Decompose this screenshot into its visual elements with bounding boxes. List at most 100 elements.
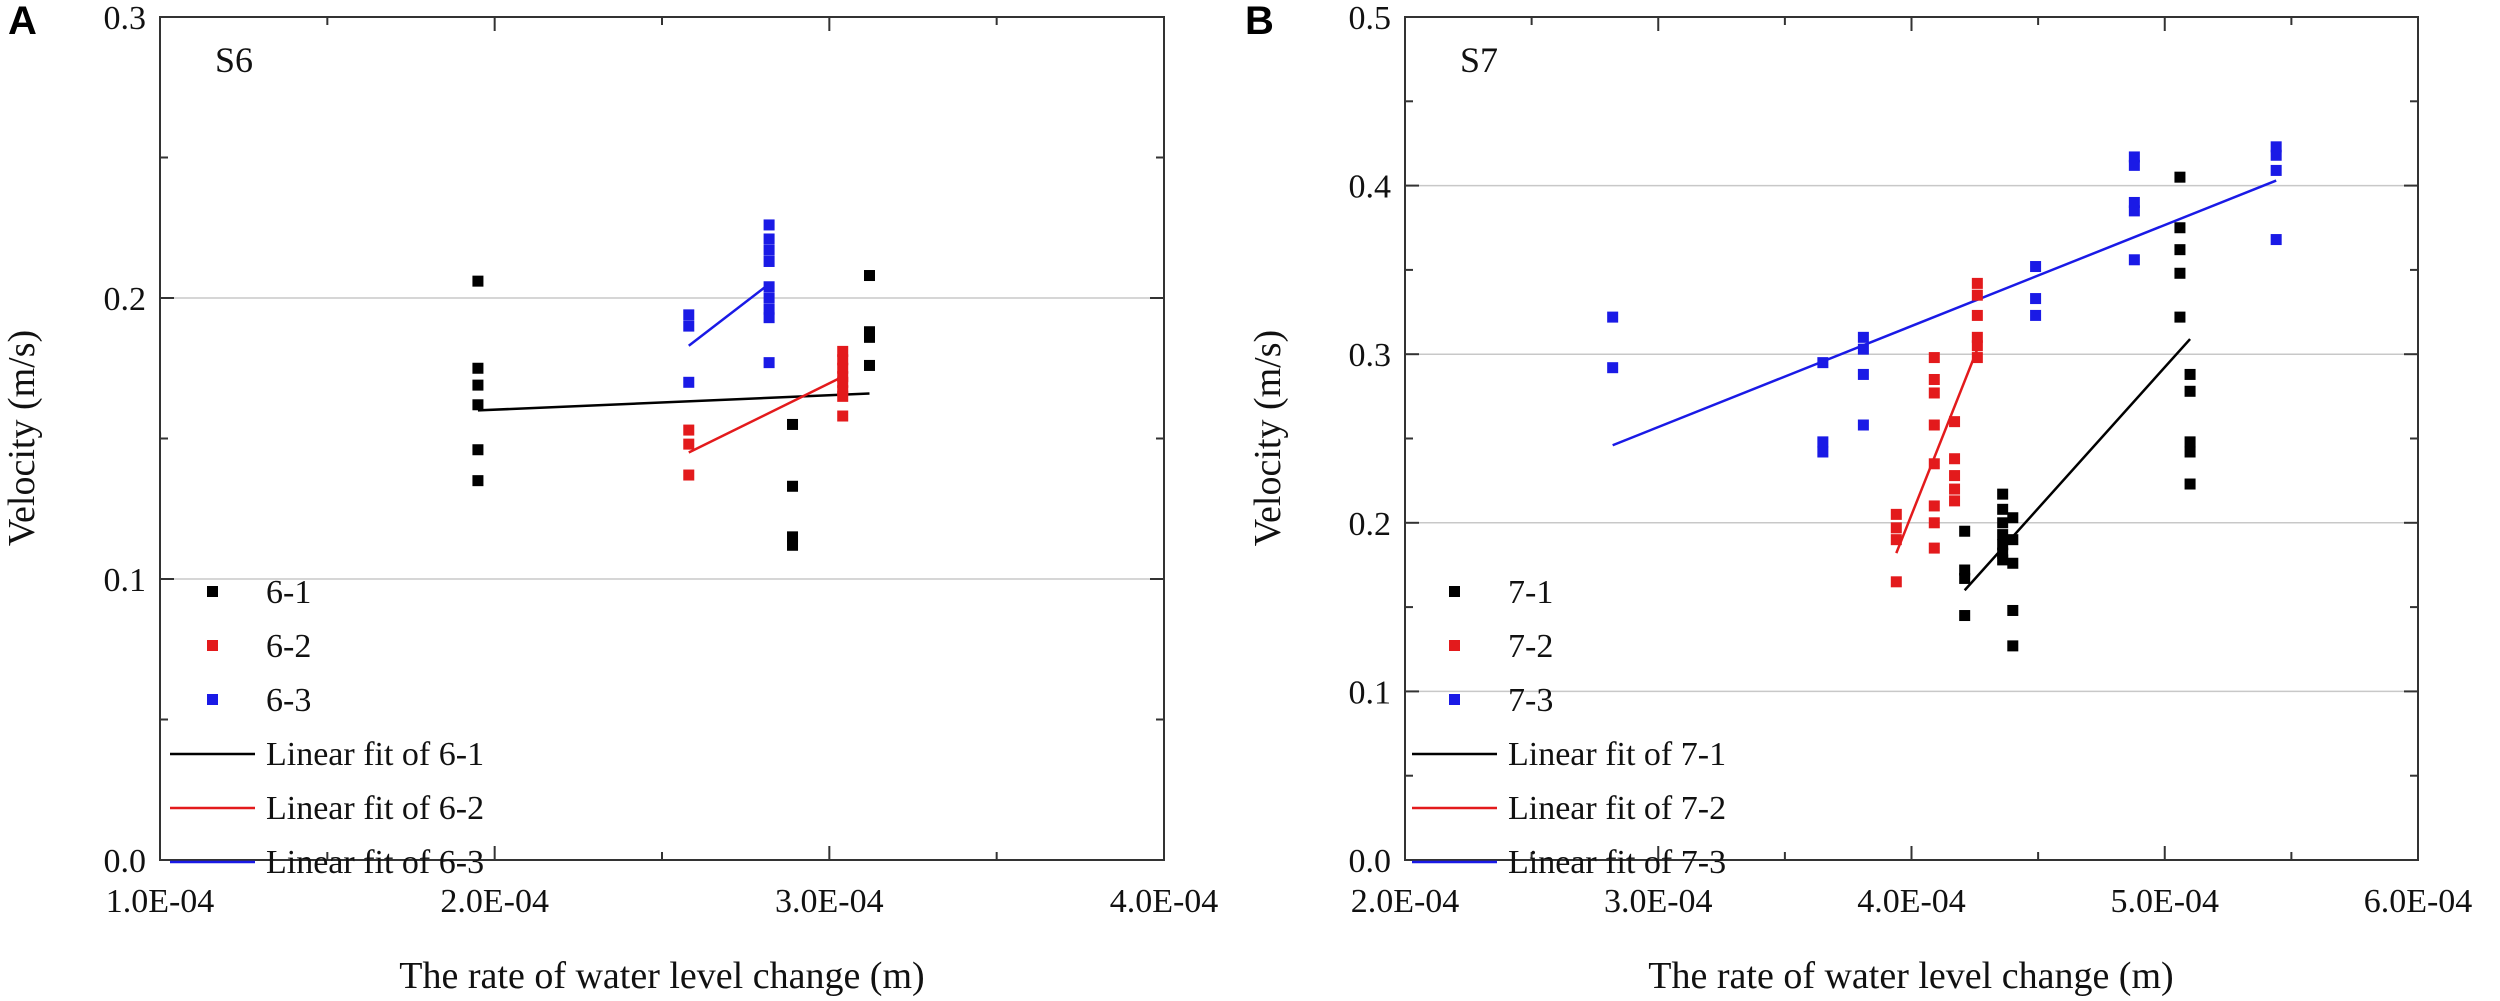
data-point-7-1 <box>1997 539 2009 551</box>
data-point-7-2 <box>1971 340 1983 352</box>
data-point-6-2 <box>837 385 849 397</box>
data-point-6-3 <box>763 292 775 304</box>
y-axis-label-a: Velocity (m/s) <box>1 330 43 546</box>
data-point-6-2 <box>683 424 695 436</box>
data-point-6-3 <box>763 357 775 369</box>
data-point-6-1 <box>472 379 484 391</box>
ticks-a: 1.0E-04 2.0E-04 3.0E-04 4.0E-04 0.0 0.1 0.2 0.3 <box>104 0 1219 920</box>
data-point-7-2 <box>1928 352 1940 364</box>
legend-label-7-1: 7-1 <box>1508 574 1553 611</box>
data-point-7-1 <box>1997 547 2009 559</box>
fit-line-linear-fit-of-7-2 <box>1895 348 1979 554</box>
data-point-7-2 <box>1928 517 1940 529</box>
data-point-6-2 <box>683 469 695 481</box>
data-point-6-2 <box>837 390 849 402</box>
legend-label-6-1: 6-1 <box>266 574 311 611</box>
fit-line-linear-fit-of-6-1 <box>477 392 870 412</box>
data-point-7-3 <box>2270 141 2282 153</box>
data-point-6-3 <box>683 320 695 332</box>
plot-frame-b <box>1404 16 2419 861</box>
panel-letter-b: B <box>1245 0 1274 43</box>
data-point-6-2 <box>683 438 695 450</box>
x-tick-label: 1.0E-04 <box>106 883 215 920</box>
data-points-b <box>1607 141 2282 652</box>
x-tick-label: 2.0E-04 <box>1351 883 1460 920</box>
y-tick-label: 0.4 <box>1349 169 1392 206</box>
data-point-6-1 <box>472 475 484 487</box>
x-tick-label: 3.0E-04 <box>775 883 884 920</box>
data-point-7-3 <box>1817 436 1829 448</box>
data-point-7-3 <box>1857 331 1869 343</box>
y-tick-label: 0.5 <box>1349 0 1392 37</box>
data-point-6-1 <box>787 539 799 551</box>
data-point-7-2 <box>1928 458 1940 470</box>
data-point-6-1 <box>787 418 799 430</box>
data-point-7-3 <box>1857 343 1869 355</box>
data-point-6-3 <box>763 244 775 256</box>
data-point-7-1 <box>1959 610 1971 622</box>
data-point-7-1 <box>2184 436 2196 448</box>
data-point-7-3 <box>2030 309 2042 321</box>
data-point-7-2 <box>1890 534 1902 546</box>
data-point-7-2 <box>1971 309 1983 321</box>
data-point-6-2 <box>837 345 849 357</box>
y-tick-label: 0.2 <box>1349 506 1392 543</box>
data-point-7-1 <box>1997 488 2009 500</box>
panel-b-s7: B 2.0E-04 3.0E-04 4.0E-04 5.0E-04 6.0E-04 0.0… <box>1245 0 2472 997</box>
data-point-7-1 <box>1997 503 2009 515</box>
data-point-7-2 <box>1971 277 1983 289</box>
data-point-7-2 <box>1890 508 1902 520</box>
data-point-7-3 <box>1857 419 1869 431</box>
data-point-7-1 <box>2174 171 2186 183</box>
grid-a <box>160 297 1164 580</box>
data-point-7-3 <box>2270 149 2282 161</box>
fit-line-linear-fit-of-6-3 <box>688 282 770 347</box>
data-point-7-1 <box>2007 512 2019 524</box>
data-point-6-1 <box>863 331 875 343</box>
data-point-7-1 <box>1959 564 1971 576</box>
site-label-s7: S7 <box>1460 40 1498 80</box>
y-tick-label: 0.1 <box>1349 674 1392 711</box>
legend-fit-label-1: Linear fit of 6-1 <box>266 736 484 773</box>
legend-marker-6-1 <box>207 586 218 597</box>
data-point-7-2 <box>1949 483 1961 495</box>
data-point-6-2 <box>837 362 849 374</box>
data-point-7-1 <box>1959 572 1971 584</box>
x-tick-label: 5.0E-04 <box>2110 883 2219 920</box>
data-point-7-1 <box>2184 385 2196 397</box>
y-tick-label: 0.3 <box>104 0 147 37</box>
data-point-7-2 <box>1928 387 1940 399</box>
data-point-7-3 <box>2030 261 2042 273</box>
data-point-7-3 <box>1607 362 1619 374</box>
data-point-7-2 <box>1949 453 1961 465</box>
data-point-6-1 <box>863 326 875 338</box>
legend-label-6-3: 6-3 <box>266 682 311 719</box>
data-point-6-3 <box>683 376 695 388</box>
data-point-6-3 <box>763 303 775 315</box>
data-point-7-1 <box>2007 557 2019 569</box>
legend-a: 6-1 6-2 6-3 Linear fit of 6-1 Linear fit of … <box>170 574 484 881</box>
data-point-7-1 <box>1959 525 1971 537</box>
data-point-6-2 <box>837 371 849 383</box>
legend-marker-7-3 <box>1449 694 1460 705</box>
x-tick-label: 6.0E-04 <box>2364 883 2473 920</box>
x-tick-label: 2.0E-04 <box>440 883 549 920</box>
legend-b: 7-1 7-2 7-3 Linear fit of 7-1 Linear fit of … <box>1412 574 1726 881</box>
data-point-7-1 <box>2174 311 2186 323</box>
legend-fit-label-1: Linear fit of 7-1 <box>1508 736 1726 773</box>
legend-marker-6-2 <box>207 640 218 651</box>
data-point-7-2 <box>1928 373 1940 385</box>
legend-fit-label-3: Linear fit of 6-3 <box>266 844 484 881</box>
legend-label-7-2: 7-2 <box>1508 628 1553 665</box>
data-point-7-1 <box>2184 478 2196 490</box>
data-point-7-1 <box>2174 267 2186 279</box>
data-point-7-3 <box>2128 254 2140 266</box>
y-tick-label: 0.3 <box>1349 337 1392 374</box>
data-point-7-1 <box>2174 222 2186 234</box>
legend-label-7-3: 7-3 <box>1508 682 1553 719</box>
legend-fit-label-2: Linear fit of 6-2 <box>266 790 484 827</box>
legend-fit-label-2: Linear fit of 7-2 <box>1508 790 1726 827</box>
fit-lines-b <box>1612 179 2277 592</box>
data-point-6-2 <box>837 410 849 422</box>
